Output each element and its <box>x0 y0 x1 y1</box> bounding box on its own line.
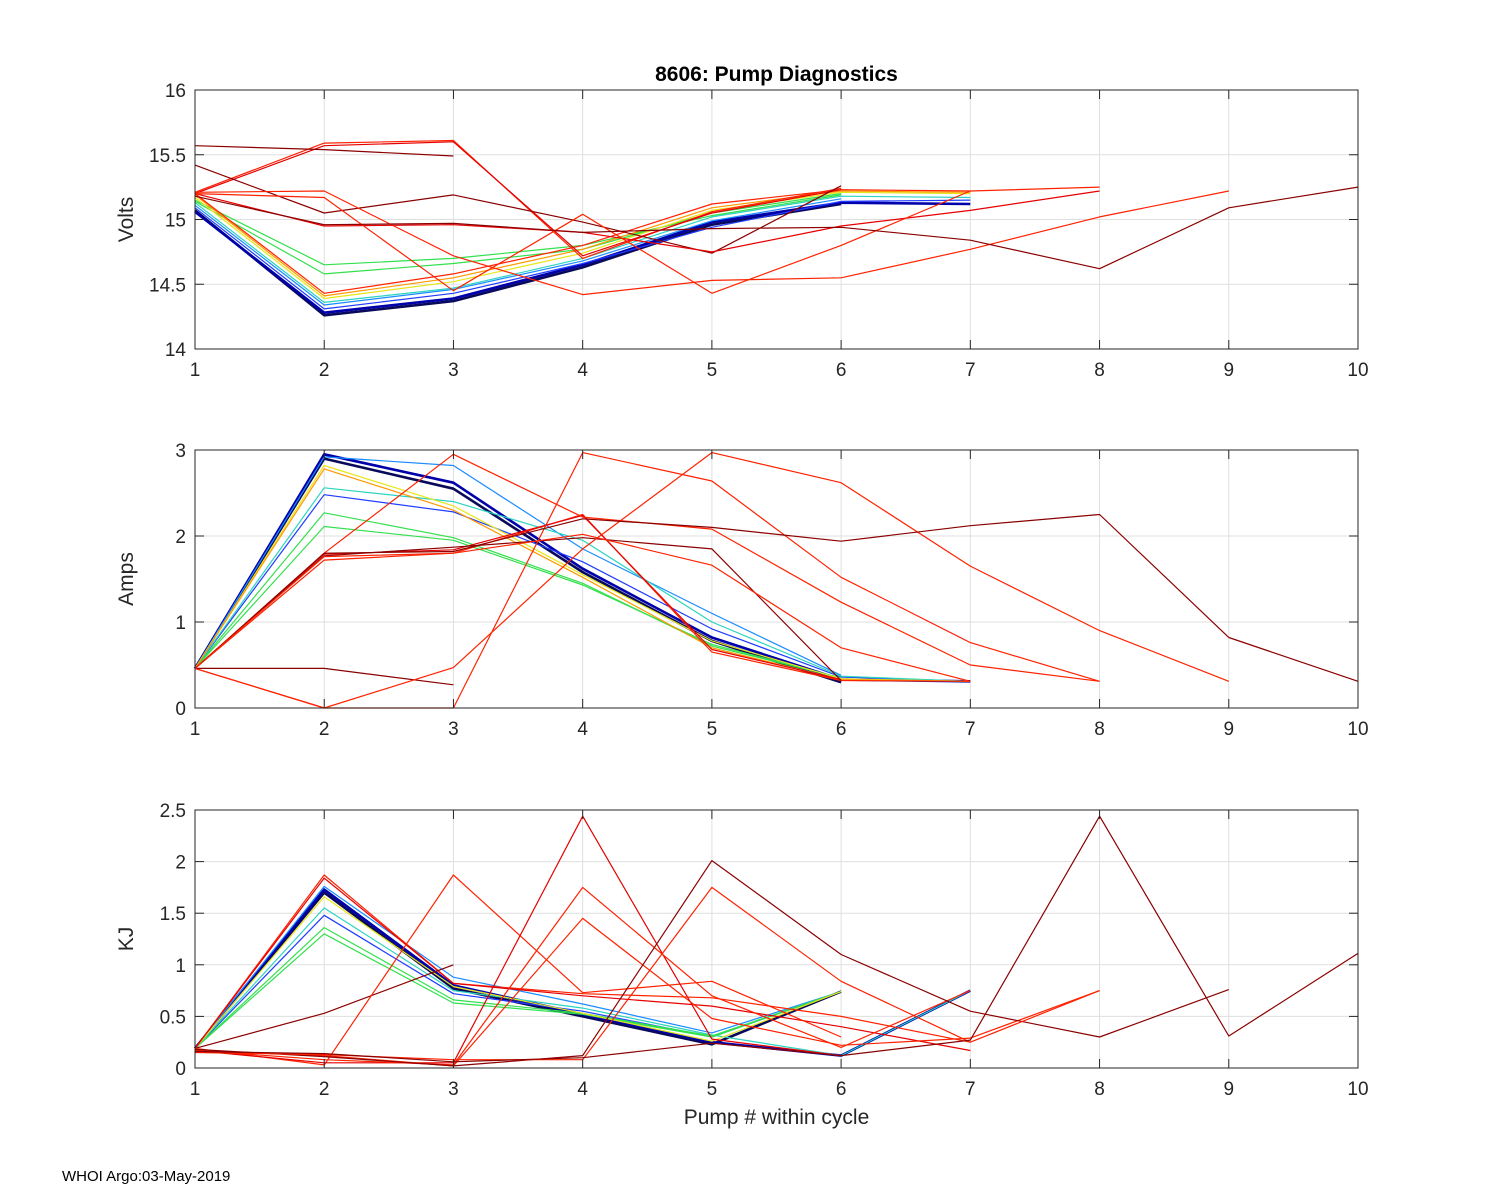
amps-axes-box <box>194 449 1359 709</box>
amps-series-profile-c <box>194 494 971 682</box>
kj-x-tick-label: 9 <box>1223 1079 1234 1100</box>
amps-x-tick-label: 6 <box>836 719 847 740</box>
footer-stamp: WHOI Argo:03-May-2019 <box>62 1168 231 1185</box>
kj-y-axis-label: KJ <box>115 927 138 952</box>
kj-x-tick-label: 1 <box>190 1079 201 1100</box>
volts-x-tick-label: 1 <box>190 360 201 381</box>
kj-y-tick-label: 1 <box>175 956 186 977</box>
volts-y-tick-label: 16 <box>165 81 186 102</box>
amps-series-profile-m <box>195 667 454 686</box>
volts-y-axis-label: Volts <box>115 197 138 243</box>
volts-series-profile-o <box>194 190 1100 253</box>
amps-x-tick-label: 10 <box>1347 719 1368 740</box>
amps-y-axis-label: Amps <box>115 552 138 606</box>
kj-x-tick-label: 2 <box>319 1079 330 1100</box>
kj-x-tick-label: 6 <box>836 1079 847 1100</box>
volts-series-profile-p <box>194 190 1229 296</box>
volts-series-profile-h <box>194 191 971 300</box>
kj-y-tick-label: 2.5 <box>160 801 186 822</box>
volts-x-tick-label: 9 <box>1223 360 1234 381</box>
amps-x-tick-label: 7 <box>965 719 976 740</box>
amps-y-tick-label: 3 <box>175 441 186 462</box>
amps-y-tick-label: 2 <box>175 527 186 548</box>
volts-x-tick-label: 7 <box>965 360 976 381</box>
kj-series-profile-l <box>194 874 842 1066</box>
kj-series-profile-p <box>194 859 1230 1067</box>
amps-series-profile-h <box>194 464 971 682</box>
kj-plot-area <box>195 810 1358 1068</box>
volts-y-tick-label: 14 <box>165 340 187 361</box>
kj-series-profile-j <box>194 877 971 1052</box>
volts-series-profile-a <box>194 202 842 317</box>
amps-series-profile-q <box>194 513 1359 682</box>
volts-series-profile-i <box>194 190 971 297</box>
volts-series-profile-g <box>194 193 842 275</box>
volts-x-tick-label: 8 <box>1094 360 1105 381</box>
volts-x-tick-label: 6 <box>836 360 847 381</box>
kj-series-profile-m <box>194 815 842 1064</box>
kj-series-profile-r <box>194 815 1359 1063</box>
kj-x-tick-label: 8 <box>1094 1079 1105 1100</box>
volts-panel: 1 2 3 4 5 6 7 8 9 10 14 14.5 15 15.5 16 Volts 8606: Pump… <box>115 63 1369 381</box>
kj-series-profile-o <box>194 917 1100 1067</box>
amps-x-tick-label: 3 <box>448 719 459 740</box>
volts-series-profile-c <box>194 199 971 310</box>
kj-x-tick-label: 4 <box>577 1079 588 1100</box>
amps-x-tick-label: 5 <box>707 719 718 740</box>
kj-series-profile-k <box>194 964 454 1049</box>
volts-series-profile-r <box>194 186 1359 270</box>
kj-series-profile-g <box>194 926 842 1049</box>
volts-series-profile-n <box>194 164 842 254</box>
volts-x-tick-label: 4 <box>577 360 588 381</box>
volts-series-profile-q <box>194 186 1100 294</box>
volts-series-profile-l <box>194 141 842 257</box>
kj-x-tick-label: 10 <box>1347 1079 1368 1100</box>
kj-x-tick-label: 7 <box>965 1079 976 1100</box>
kj-series-profile-h <box>194 896 842 1049</box>
kj-y-tick-label: 1.5 <box>160 904 186 925</box>
kj-x-tick-label: 5 <box>707 1079 718 1100</box>
amps-y-tick-label: 1 <box>175 613 186 634</box>
amps-plot-area <box>195 450 1358 708</box>
volts-series-profile-m <box>194 145 454 157</box>
amps-series-profile-d <box>194 456 842 676</box>
kj-series-profile-i <box>194 874 971 1049</box>
kj-x-tick-label: 3 <box>448 1079 459 1100</box>
kj-axes-box <box>194 809 1359 1069</box>
volts-series-profile-b <box>194 201 971 315</box>
amps-series-profile-f <box>194 512 842 679</box>
kj-panel: 1 2 3 4 5 6 7 8 9 10 0 0.5 1 1.5 2 2.5 KJ Pump # within c… <box>115 801 1369 1129</box>
volts-x-tick-label: 10 <box>1347 360 1368 381</box>
volts-x-tick-label: 5 <box>707 360 718 381</box>
volts-x-tick-label: 2 <box>319 360 330 381</box>
amps-series-profile-g <box>194 525 842 679</box>
x-axis-label: Pump # within cycle <box>684 1106 870 1129</box>
amps-x-tick-label: 4 <box>577 719 588 740</box>
amps-series-profile-r <box>194 533 971 682</box>
kj-series-profile-f <box>194 933 842 1049</box>
amps-x-tick-label: 1 <box>190 719 201 740</box>
volts-x-tick-label: 3 <box>448 360 459 381</box>
kj-y-tick-label: 0 <box>175 1059 186 1080</box>
amps-x-tick-label: 2 <box>319 719 330 740</box>
kj-series-profile-d <box>194 885 842 1049</box>
amps-series-profile-e <box>194 487 971 682</box>
volts-y-tick-label: 15 <box>165 211 186 232</box>
chart-title: 8606: Pump Diagnostics <box>655 63 898 86</box>
amps-x-tick-label: 9 <box>1223 719 1234 740</box>
volts-y-tick-label: 14.5 <box>149 275 186 296</box>
volts-y-tick-label: 15.5 <box>149 146 186 167</box>
kj-y-tick-label: 0.5 <box>160 1007 186 1028</box>
amps-x-tick-label: 8 <box>1094 719 1105 740</box>
amps-y-tick-label: 0 <box>175 699 186 720</box>
kj-y-tick-label: 2 <box>175 853 186 874</box>
